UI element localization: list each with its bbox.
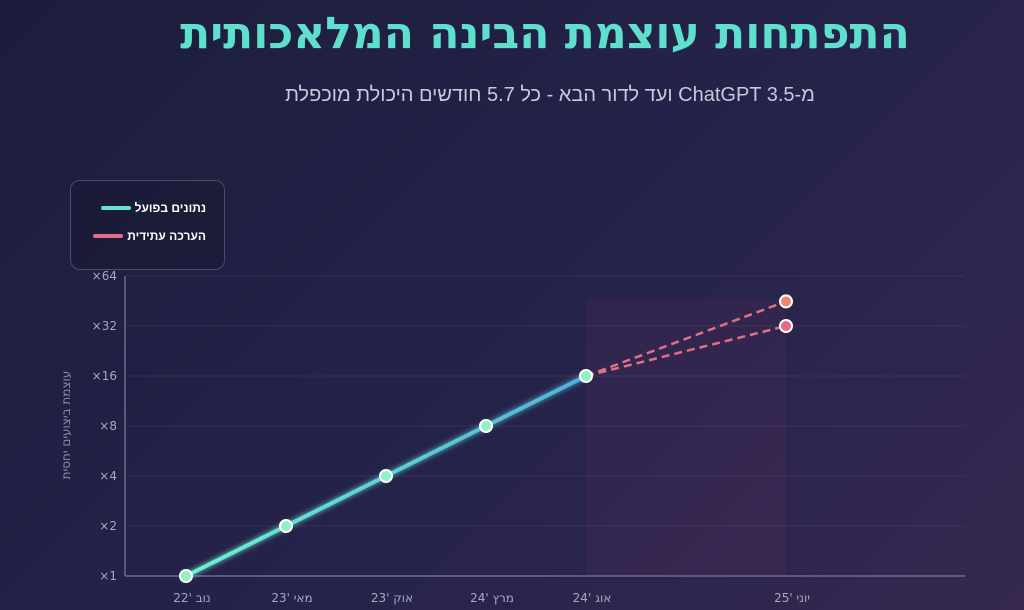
- x-tick-labels: נוב '22 מאי '23 אוק '23 מרץ '24 אוג '24 יוני …: [173, 591, 810, 605]
- data-point-actual: [179, 569, 193, 583]
- projection-region: [586, 300, 786, 576]
- x-tick-label: אוק '23: [371, 591, 413, 605]
- legend-swatch-actual: [100, 206, 131, 210]
- legend-item-actual: נתונים בפועל: [100, 201, 206, 215]
- axes: [124, 276, 965, 577]
- y-tick-label: ×2: [99, 519, 117, 533]
- data-point-actual: [379, 469, 393, 483]
- data-point-actual: [579, 369, 593, 383]
- y-tick-label: ×32: [92, 319, 117, 333]
- y-tick-labels: ×1 ×2 ×4 ×8 ×16 ×32 ×64: [92, 269, 117, 583]
- x-tick-label: מאי '23: [271, 591, 312, 605]
- data-point-actual: [279, 519, 293, 533]
- legend: נתונים בפועל הערכה עתידית: [70, 180, 225, 270]
- data-point-projected: [779, 294, 793, 309]
- series-line-projected: [585, 324, 787, 378]
- x-tick-label: יוני '25: [774, 591, 810, 605]
- legend-label-actual: נתונים בפועל: [134, 201, 206, 215]
- y-tick-label: ×1: [99, 569, 117, 583]
- data-point-actual: [479, 419, 493, 433]
- data-point-projected: [779, 319, 793, 333]
- chart-title: התפתחות עוצמת הבינה המלאכותית: [180, 8, 910, 59]
- y-tick-label: ×16: [92, 369, 117, 383]
- series-points: [179, 294, 793, 583]
- x-tick-label: מרץ '24: [470, 591, 514, 605]
- legend-label-projected: הערכה עתידית: [127, 229, 206, 243]
- grid-lines: [125, 275, 965, 577]
- series-line-projected: [585, 300, 787, 378]
- x-tick-label: אוג '24: [573, 591, 612, 605]
- chart-subtitle: מ-ChatGPT 3.5 ועד לדור הבא - כל 5.7 חודש…: [285, 84, 815, 106]
- legend-swatch-projected: [93, 234, 124, 238]
- legend-item-projected: הערכה עתידית: [93, 229, 206, 243]
- y-tick-label: ×8: [99, 419, 117, 433]
- x-tick-label: נוב '22: [173, 591, 210, 605]
- y-tick-label: ×4: [99, 469, 117, 483]
- y-tick-label: ×64: [92, 269, 117, 283]
- y-axis-label: עוצמת ביצועים יחסית: [59, 371, 73, 480]
